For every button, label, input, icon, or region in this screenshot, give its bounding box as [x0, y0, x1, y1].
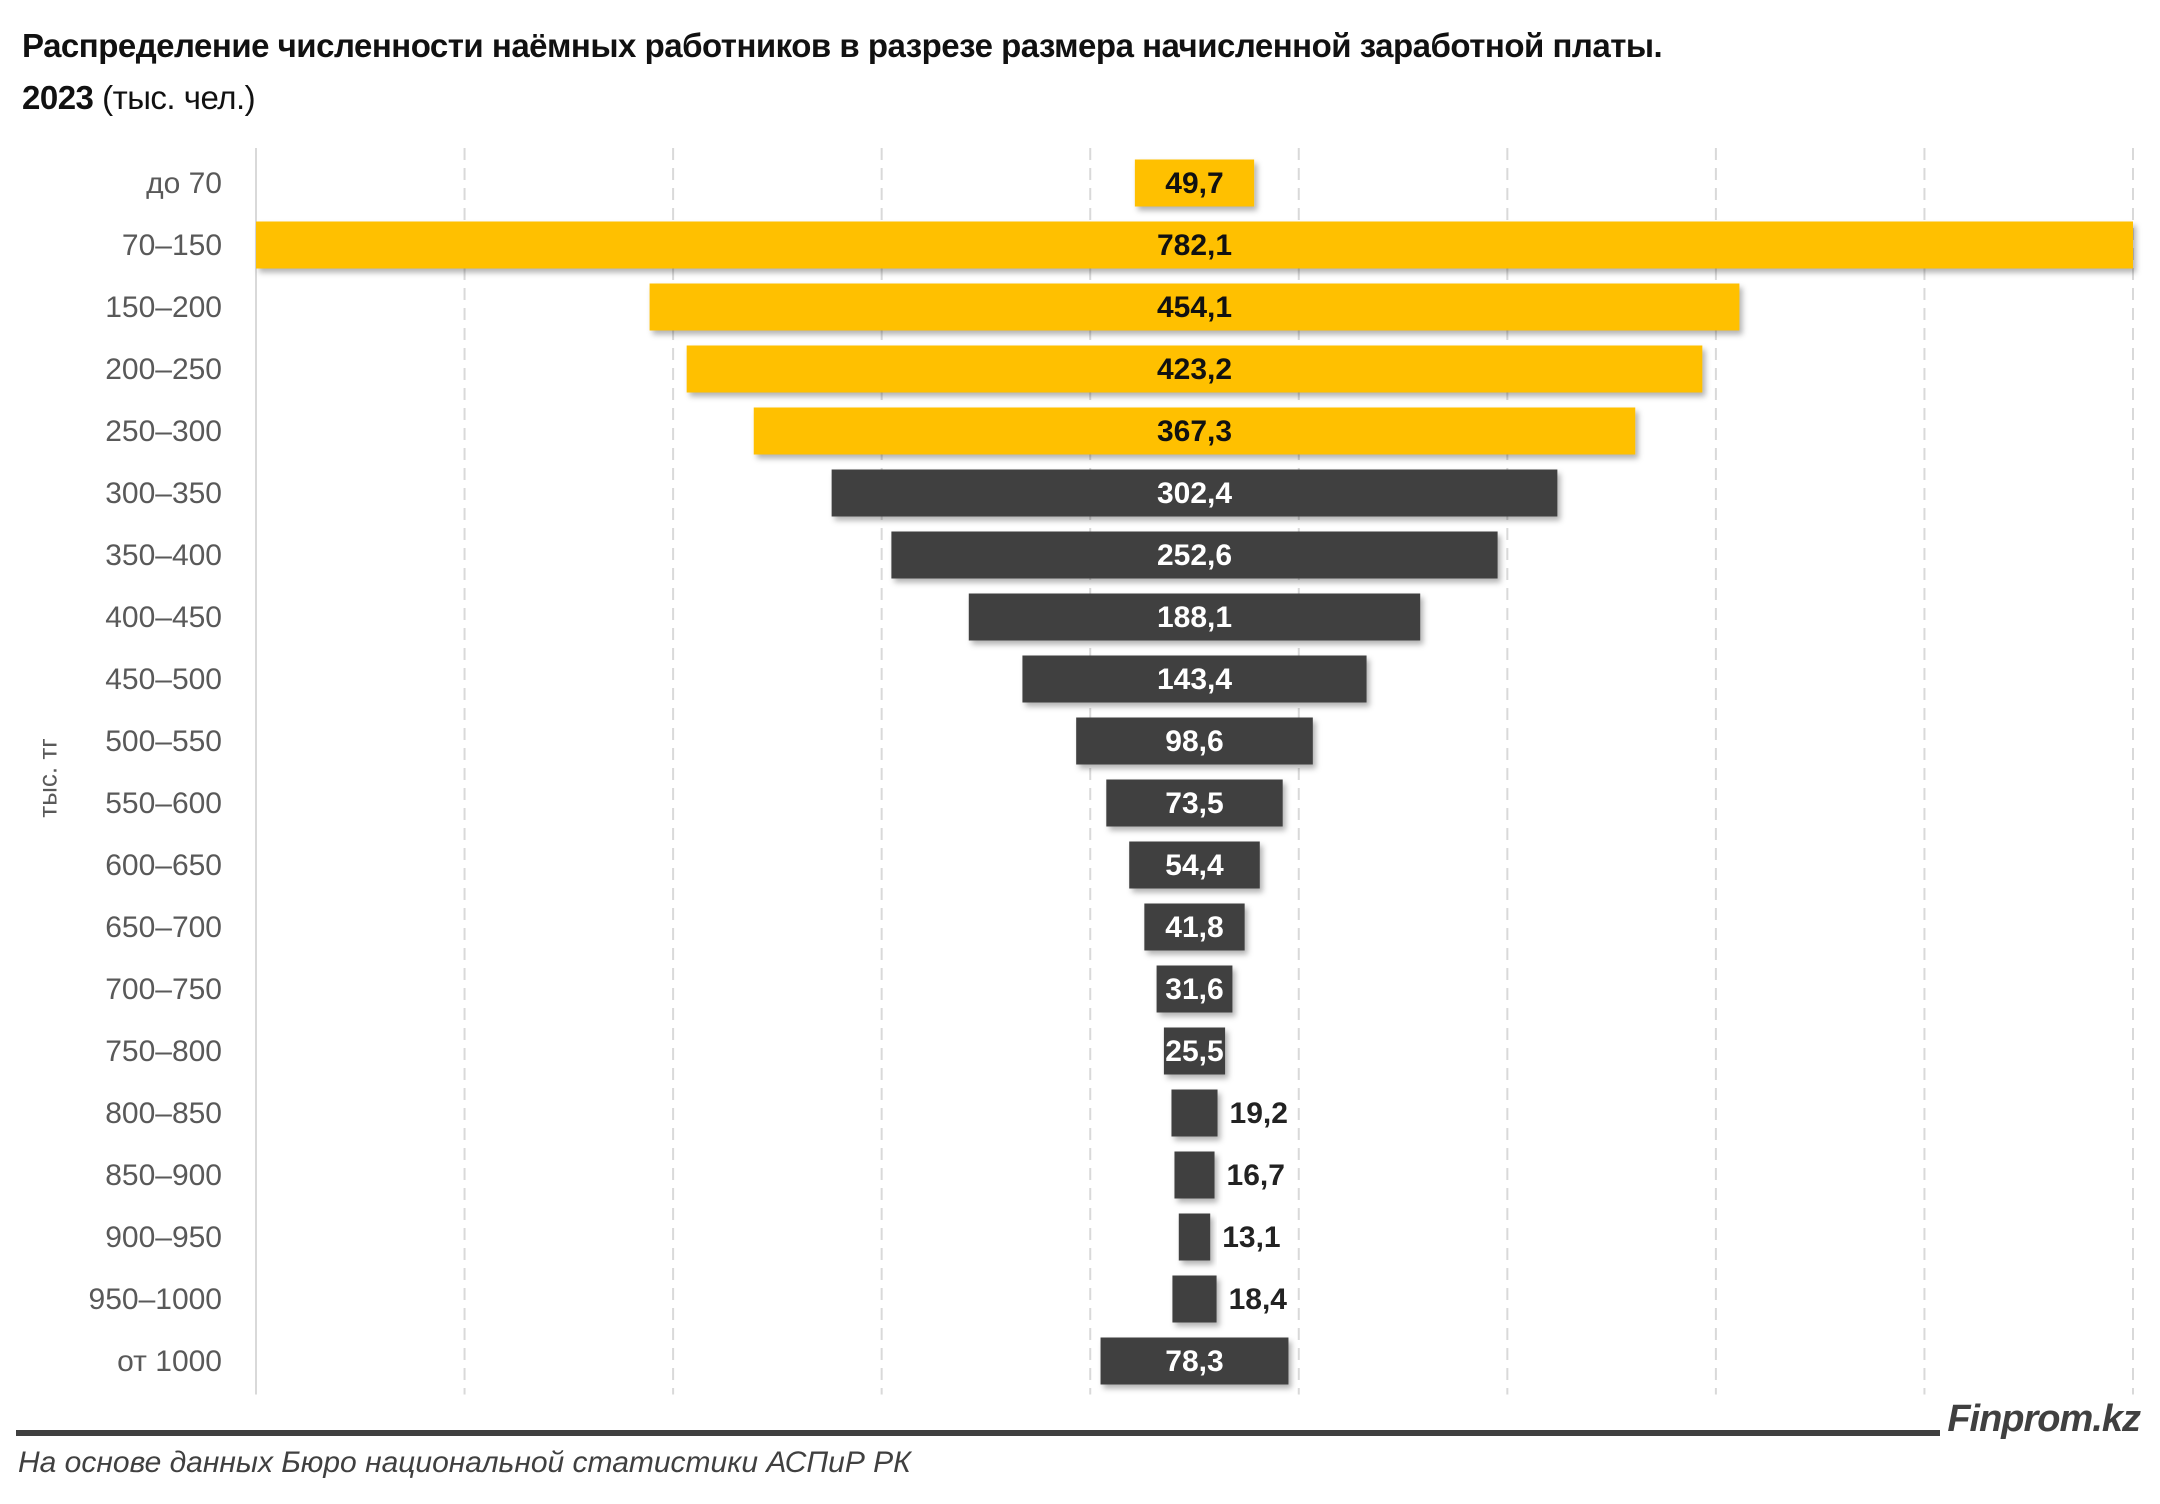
data-label: 18,4 — [1229, 1283, 1288, 1316]
category-label: 850–900 — [105, 1159, 222, 1192]
category-label: 700–750 — [105, 973, 222, 1006]
bar — [649, 283, 1740, 331]
bar — [1163, 1027, 1226, 1075]
category-label: до 70 — [146, 167, 222, 200]
bar — [1076, 717, 1313, 765]
category-label: 350–400 — [105, 539, 222, 572]
bar — [1106, 779, 1283, 827]
bar — [1156, 965, 1233, 1013]
category-label: 950–1000 — [89, 1283, 222, 1316]
data-label: 782,1 — [1157, 229, 1232, 262]
category-label: 550–600 — [105, 787, 222, 820]
title-main: Распределение численности наёмных работн… — [22, 27, 1663, 64]
title-unit: (тыс. чел.) — [102, 79, 256, 116]
data-label: 423,2 — [1157, 353, 1232, 386]
data-label: 252,6 — [1157, 539, 1232, 572]
bar — [891, 531, 1498, 579]
bar — [1134, 159, 1255, 207]
data-label: 31,6 — [1165, 973, 1223, 1006]
bar — [753, 407, 1636, 455]
bar — [1022, 655, 1367, 703]
bar — [1171, 1089, 1218, 1137]
bar — [1178, 1213, 1211, 1261]
brand-logo: Finprom.kz — [1947, 1398, 2141, 1440]
category-label: 70–150 — [122, 229, 222, 262]
data-label: 143,4 — [1157, 663, 1232, 696]
category-label: от 1000 — [117, 1345, 222, 1378]
title-year: 2023 — [22, 79, 94, 116]
category-label: 800–850 — [105, 1097, 222, 1130]
bar — [256, 221, 2133, 269]
data-label: 98,6 — [1165, 725, 1223, 758]
category-label: 600–650 — [105, 849, 222, 882]
bar — [1129, 841, 1260, 889]
footer-rule — [16, 1430, 1940, 1436]
bar — [1172, 1275, 1217, 1323]
category-label: 400–450 — [105, 601, 222, 634]
bar — [831, 469, 1558, 517]
data-label: 78,3 — [1165, 1345, 1223, 1378]
category-label: 150–200 — [105, 291, 222, 324]
bar — [686, 345, 1703, 393]
category-label: 450–500 — [105, 663, 222, 696]
data-label: 302,4 — [1157, 477, 1232, 510]
data-label: 73,5 — [1165, 787, 1223, 820]
data-label: 54,4 — [1165, 849, 1224, 882]
data-label: 19,2 — [1230, 1097, 1288, 1130]
category-label: 200–250 — [105, 353, 222, 386]
funnel-chart: до 70 49,7 70–150 782,1 150–200 454,1 200–250 4… — [89, 148, 2134, 1395]
source-note: На основе данных Бюро национальной стати… — [18, 1446, 911, 1479]
data-label: 367,3 — [1157, 415, 1232, 448]
category-label: 650–700 — [105, 911, 222, 944]
category-label: 300–350 — [105, 477, 222, 510]
data-label: 188,1 — [1157, 601, 1232, 634]
bar — [968, 593, 1421, 641]
data-label: 16,7 — [1227, 1159, 1285, 1192]
category-label: 500–550 — [105, 725, 222, 758]
chart-title: Распределение численности наёмных работн… — [22, 20, 1663, 124]
data-label: 13,1 — [1222, 1221, 1280, 1254]
bar — [1174, 1151, 1215, 1199]
bar — [1100, 1337, 1289, 1385]
data-label: 49,7 — [1165, 167, 1223, 200]
category-label: 250–300 — [105, 415, 222, 448]
data-label: 41,8 — [1165, 911, 1223, 944]
category-label: 750–800 — [105, 1035, 222, 1068]
y-axis-title: тыс. тг — [32, 738, 63, 818]
data-label: 25,5 — [1165, 1035, 1223, 1068]
bar — [1144, 903, 1245, 951]
category-label: 900–950 — [105, 1221, 222, 1254]
data-label: 454,1 — [1157, 291, 1232, 324]
